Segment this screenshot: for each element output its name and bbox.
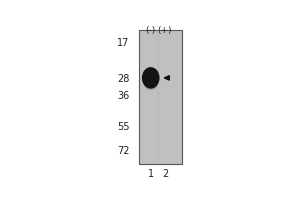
Polygon shape xyxy=(164,76,169,80)
Ellipse shape xyxy=(142,67,160,89)
Text: (+): (+) xyxy=(158,26,172,35)
Text: (-): (-) xyxy=(146,26,156,35)
Text: 1: 1 xyxy=(148,169,154,179)
Text: 2: 2 xyxy=(162,169,168,179)
Text: 17: 17 xyxy=(117,38,129,48)
Text: 55: 55 xyxy=(117,122,129,132)
Text: 28: 28 xyxy=(117,74,129,84)
Bar xyxy=(139,30,182,164)
Text: 36: 36 xyxy=(117,91,129,101)
Ellipse shape xyxy=(145,83,157,90)
Text: 72: 72 xyxy=(117,146,129,156)
